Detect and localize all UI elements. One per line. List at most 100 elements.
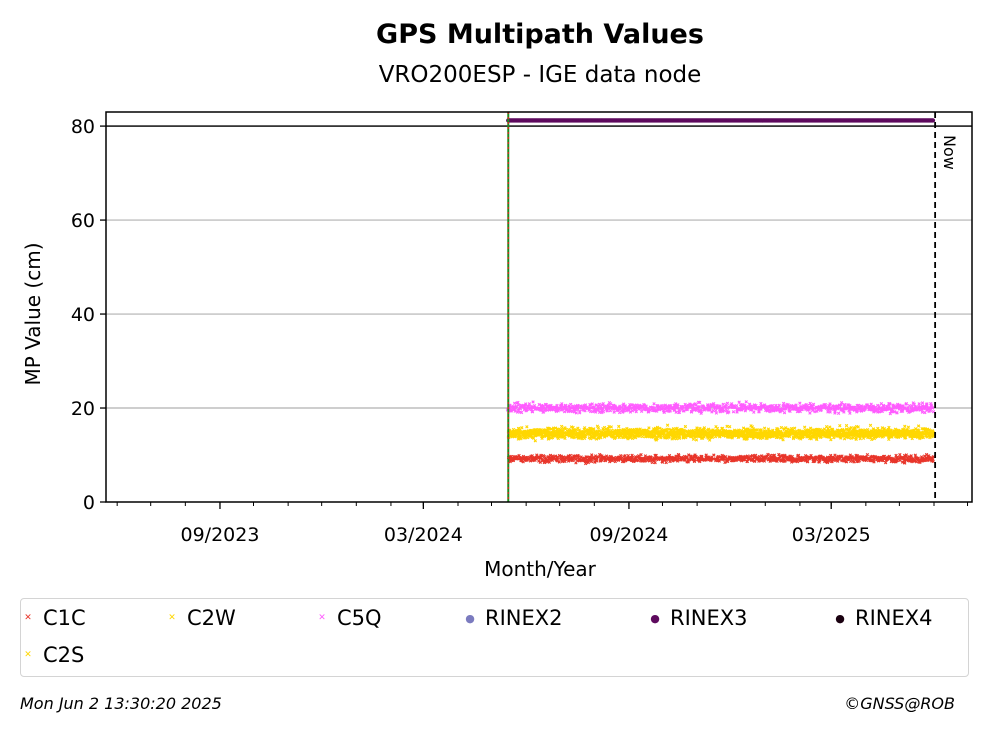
data-point <box>525 425 529 429</box>
data-point <box>628 410 633 414</box>
data-point <box>898 455 903 460</box>
data-point <box>920 435 925 439</box>
data-point <box>583 409 587 413</box>
data-point <box>619 456 623 460</box>
data-point <box>513 409 517 413</box>
data-point <box>681 433 685 437</box>
data-point <box>676 403 680 407</box>
data-point <box>714 408 718 413</box>
data-point <box>916 424 921 428</box>
y-tick-label: 0 <box>83 492 95 514</box>
data-point <box>750 425 754 429</box>
data-point <box>762 433 767 437</box>
data-point <box>815 437 819 442</box>
dot-marker-icon: ● <box>650 611 660 625</box>
data-point <box>888 456 892 461</box>
data-point <box>836 411 841 415</box>
data-point <box>840 454 844 458</box>
series-c5q <box>505 400 936 416</box>
data-point <box>827 459 831 463</box>
data-point <box>811 402 816 407</box>
data-point <box>842 437 847 441</box>
data-point <box>675 457 680 462</box>
data-point <box>842 410 846 414</box>
data-point <box>727 410 731 414</box>
data-point <box>784 426 788 430</box>
data-point <box>534 406 539 410</box>
data-point <box>517 433 522 437</box>
data-point <box>664 460 668 465</box>
data-point <box>791 404 796 408</box>
data-point <box>665 423 670 427</box>
data-point <box>720 408 724 412</box>
data-point <box>516 400 520 405</box>
series-c2s <box>507 426 936 443</box>
data-point <box>698 400 702 405</box>
data-point <box>604 427 608 431</box>
data-point <box>842 402 847 407</box>
data-point <box>525 458 529 462</box>
data-point <box>662 410 666 415</box>
data-point <box>613 429 617 433</box>
x-marker-icon: ✕ <box>24 650 32 660</box>
data-point <box>599 435 603 440</box>
data-point <box>553 426 558 430</box>
legend-label: RINEX4 <box>855 606 933 630</box>
data-point <box>602 432 606 437</box>
data-point <box>798 401 802 405</box>
data-point <box>898 452 902 457</box>
data-point <box>558 435 562 439</box>
data-point <box>762 426 767 430</box>
data-point <box>727 435 731 439</box>
data-point <box>928 408 932 413</box>
dot-marker-icon: ● <box>465 611 475 625</box>
data-point <box>891 433 895 437</box>
legend-label: C5Q <box>337 606 382 630</box>
data-point <box>555 457 560 461</box>
data-point <box>883 461 888 465</box>
data-point <box>795 459 800 464</box>
data-point <box>635 406 639 410</box>
data-point <box>572 428 577 433</box>
data-point <box>621 407 625 411</box>
data-point <box>514 404 519 408</box>
data-point <box>861 436 866 440</box>
data-point <box>849 426 853 430</box>
data-point <box>799 407 803 412</box>
data-point <box>643 456 647 461</box>
data-point <box>837 457 842 462</box>
data-point <box>799 430 804 434</box>
data-point <box>521 454 526 459</box>
data-point <box>731 410 736 414</box>
legend-label: RINEX2 <box>485 606 563 630</box>
data-point <box>853 434 858 438</box>
data-point <box>547 427 552 431</box>
legend-label: C2S <box>43 643 85 667</box>
data-point <box>837 406 842 410</box>
data-point <box>765 409 770 413</box>
data-point <box>668 409 673 413</box>
data-point <box>869 459 873 463</box>
data-point <box>929 403 934 407</box>
plot-area: Now <box>505 112 959 502</box>
data-point <box>647 409 651 413</box>
data-point <box>817 458 822 463</box>
data-point <box>828 402 832 406</box>
data-point <box>909 454 913 458</box>
data-point <box>809 437 813 441</box>
data-point <box>730 402 734 406</box>
data-point <box>900 409 905 413</box>
data-point <box>602 435 607 439</box>
data-point <box>893 410 897 414</box>
data-point <box>794 403 798 407</box>
data-point <box>712 453 716 457</box>
data-point <box>707 427 711 431</box>
data-point <box>870 437 874 442</box>
data-point <box>543 408 547 413</box>
data-point <box>584 429 588 433</box>
data-point <box>877 410 882 414</box>
data-point <box>619 454 623 458</box>
data-point <box>599 407 604 411</box>
data-point <box>789 460 794 464</box>
data-point <box>643 459 647 463</box>
